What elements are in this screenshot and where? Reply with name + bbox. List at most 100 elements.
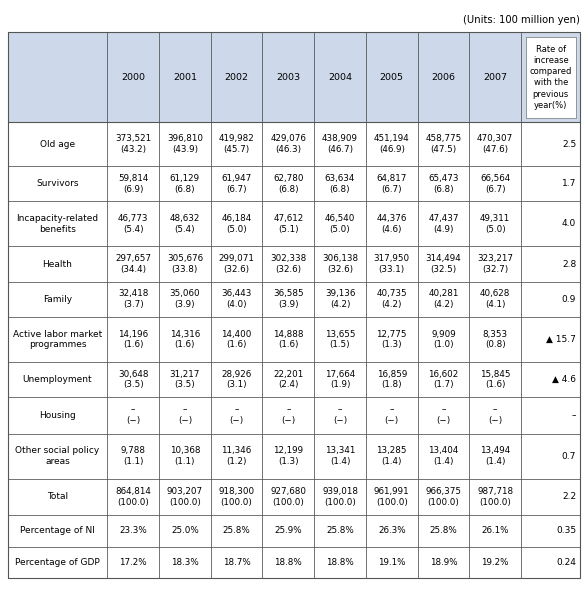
Text: 18.8%: 18.8% [326,558,354,567]
Bar [159,166,211,201]
Bar [417,166,469,201]
Bar [469,246,521,282]
Bar [262,282,314,317]
Text: 927,680
(100.0): 927,680 (100.0) [270,487,306,507]
Bar [159,201,211,246]
Bar [417,434,469,479]
Bar [521,515,580,547]
Bar [521,515,580,547]
Bar [211,547,262,578]
Bar [159,282,211,317]
Bar [8,166,107,201]
Bar [521,547,580,578]
Text: 48,632
(5.4): 48,632 (5.4) [170,214,200,234]
Text: –
(−): – (−) [126,406,141,425]
Bar [521,434,580,479]
Text: –: – [572,411,576,420]
Text: 28,926
(3.1): 28,926 (3.1) [222,370,252,389]
Bar [366,434,417,479]
Bar [314,246,366,282]
Text: Incapacity-related
benefits: Incapacity-related benefits [16,214,99,234]
Text: 4.0: 4.0 [562,220,576,229]
Text: 2.2: 2.2 [562,492,576,501]
Bar [469,282,521,317]
Bar [159,362,211,397]
Text: Housing: Housing [39,411,76,420]
Bar [417,434,469,479]
Bar [469,397,521,434]
Bar [262,246,314,282]
Bar [469,434,521,479]
Bar [469,201,521,246]
Bar [366,201,417,246]
Bar [469,166,521,201]
Bar [107,362,159,397]
Bar [366,317,417,362]
Text: 25.8%: 25.8% [430,527,457,535]
Bar [159,282,211,317]
Bar [211,397,262,434]
Bar [107,515,159,547]
Text: 13,494
(1.4): 13,494 (1.4) [480,446,510,466]
Bar [366,246,417,282]
Bar [211,479,262,515]
Text: 35,060
(3.9): 35,060 (3.9) [169,289,200,309]
Bar [469,166,521,201]
Text: 17,664
(1.9): 17,664 (1.9) [325,370,355,389]
Bar [211,434,262,479]
Bar [107,166,159,201]
Text: 0.24: 0.24 [556,558,576,567]
Bar [417,317,469,362]
Bar [314,397,366,434]
Text: –
(−): – (−) [436,406,450,425]
Text: 18.3%: 18.3% [171,558,199,567]
Text: Family: Family [43,295,72,304]
Bar [314,32,366,123]
Text: 46,184
(5.0): 46,184 (5.0) [222,214,252,234]
Bar [314,547,366,578]
Bar [521,397,580,434]
Bar [314,201,366,246]
Text: 14,400
(1.6): 14,400 (1.6) [222,330,252,349]
Bar [159,397,211,434]
Text: 961,991
(100.0): 961,991 (100.0) [374,487,410,507]
Bar [469,479,521,515]
Bar [211,166,262,201]
Bar [417,123,469,166]
Text: 40,735
(4.2): 40,735 (4.2) [376,289,407,309]
Bar [211,547,262,578]
Bar [8,32,107,123]
Text: Survivors: Survivors [36,179,79,188]
Bar [521,479,580,515]
Text: 23.3%: 23.3% [119,527,147,535]
Bar [314,547,366,578]
Text: 2.5: 2.5 [562,140,576,149]
Bar [8,32,107,123]
Text: Rate of
increase
compared
with the
previous
year(%): Rate of increase compared with the previ… [530,45,572,110]
Bar [159,166,211,201]
Bar [521,123,580,166]
Bar [107,123,159,166]
Text: 18.9%: 18.9% [430,558,457,567]
Text: 14,316
(1.6): 14,316 (1.6) [170,330,200,349]
Bar [262,282,314,317]
Text: 47,437
(4.9): 47,437 (4.9) [428,214,459,234]
Bar [211,317,262,362]
Text: 18.7%: 18.7% [223,558,250,567]
Bar [314,479,366,515]
Text: –
(−): – (−) [229,406,244,425]
Bar [211,201,262,246]
Bar [314,282,366,317]
Bar [262,317,314,362]
Bar [8,317,107,362]
Bar [8,397,107,434]
Bar [469,397,521,434]
Bar [417,515,469,547]
Text: 13,404
(1.4): 13,404 (1.4) [428,446,459,466]
Bar [262,246,314,282]
Bar [366,547,417,578]
Bar [8,123,107,166]
Text: 451,194
(46.9): 451,194 (46.9) [374,134,410,154]
Bar [314,32,366,123]
Bar [262,201,314,246]
